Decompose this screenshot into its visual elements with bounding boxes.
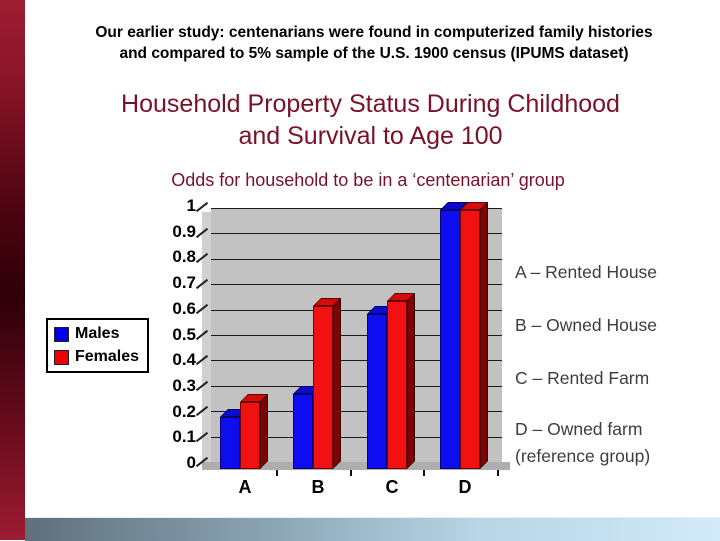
category-key-line: B – Owned House <box>515 315 658 335</box>
bar-top-males-C <box>367 306 395 314</box>
bar-side-males-C <box>387 306 395 469</box>
y-axis-tick <box>195 201 209 213</box>
page-title: Household Property Status During Childho… <box>28 88 713 152</box>
bar-females-C <box>387 301 407 469</box>
gridline-1 <box>211 208 502 209</box>
y-axis-label: 0.3 <box>172 376 196 395</box>
gridline-0.3 <box>211 386 502 387</box>
slide-header-line2: and compared to 5% sample of the U.S. 19… <box>119 45 629 62</box>
bottom-accent-bar <box>25 517 720 541</box>
plot-side-wall <box>202 212 211 470</box>
x-axis-tick <box>497 470 499 476</box>
x-axis-label-C: C <box>385 477 399 497</box>
bar-side-females-A <box>260 394 268 469</box>
x-axis-tick <box>276 470 278 476</box>
gridline-0.5 <box>211 335 502 336</box>
category-key-item-2: B – Owned House <box>515 312 715 339</box>
page-title-line2: and Survival to Age 100 <box>238 122 503 150</box>
y-axis-tick <box>195 431 209 443</box>
legend-item-males: Males <box>54 325 141 343</box>
y-axis-tick <box>195 329 209 341</box>
legend-swatch-males <box>54 326 69 342</box>
bar-side-females-C <box>407 293 415 469</box>
bar-top-males-A <box>220 409 248 417</box>
y-axis-tick <box>195 354 209 366</box>
gridline-0.8 <box>211 259 502 260</box>
y-axis-tick <box>195 278 209 290</box>
left-accent-bar <box>0 0 25 540</box>
gridline-0.9 <box>211 233 502 234</box>
y-axis-label: 0.1 <box>172 427 196 446</box>
gridline-0.2 <box>211 411 502 412</box>
plot-floor <box>202 462 510 470</box>
x-axis-tick <box>423 470 425 476</box>
y-axis-tick <box>195 303 209 315</box>
category-key-item-4: D – Owned farm (reference group) <box>515 416 715 470</box>
bar-females-B <box>313 306 333 469</box>
chart-legend: Males Females <box>46 318 149 373</box>
y-axis-label: 0.4 <box>172 350 196 369</box>
y-axis-tick <box>195 405 209 417</box>
gridline-0.7 <box>211 284 502 285</box>
bar-side-females-B <box>333 298 341 469</box>
bar-top-males-B <box>293 386 321 394</box>
page-title-line1: Household Property Status During Childho… <box>121 90 620 118</box>
x-axis-label-B: B <box>311 477 325 497</box>
bar-side-males-A <box>240 409 248 469</box>
legend-label: Males <box>75 325 120 342</box>
slide-header: Our earlier study: centenarians were fou… <box>34 22 714 64</box>
y-axis-tick <box>195 227 209 239</box>
bar-top-females-A <box>240 394 268 402</box>
y-axis-label: 0.6 <box>172 299 196 318</box>
category-key-line: D – Owned farm <box>515 419 643 439</box>
bar-males-A <box>220 417 240 469</box>
category-key-line: A – Rented House <box>515 262 658 282</box>
chart-title: Odds for household to be in a ‘centenari… <box>171 170 565 190</box>
y-axis-tick <box>195 252 209 264</box>
category-key-item-1: A – Rented House <box>515 259 715 286</box>
y-axis-tick <box>195 456 209 468</box>
bar-females-D <box>460 210 480 469</box>
bar-side-males-D <box>460 202 468 469</box>
y-axis-label: 0.8 <box>172 247 196 266</box>
y-axis-label: 0.9 <box>172 222 196 241</box>
bar-top-females-C <box>387 293 415 301</box>
category-key-line: C – Rented Farm <box>515 368 650 388</box>
x-axis-label-A: A <box>238 477 252 497</box>
bar-top-females-B <box>313 298 341 306</box>
gridline-0.6 <box>211 310 502 311</box>
bar-top-males-D <box>440 202 468 210</box>
slide-header-line1: Our earlier study: centenarians were fou… <box>95 24 653 41</box>
category-key-item-3: C – Rented Farm <box>515 365 715 392</box>
y-axis-tick <box>195 380 209 392</box>
bar-males-B <box>293 394 313 469</box>
x-axis-tick <box>350 470 352 476</box>
bar-males-C <box>367 314 387 469</box>
legend-item-females: Females <box>54 348 141 366</box>
y-axis-label: 0.2 <box>172 402 196 421</box>
bar-side-females-D <box>480 202 488 469</box>
bar-top-females-D <box>460 202 488 210</box>
gridline-0.1 <box>211 437 502 438</box>
y-axis-label: 0.5 <box>172 325 196 344</box>
bar-females-A <box>240 402 260 469</box>
legend-label: Females <box>75 348 140 365</box>
gridline-0.4 <box>211 360 502 361</box>
category-key-line: (reference group) <box>515 446 651 466</box>
y-axis-label: 0 <box>186 453 196 472</box>
plot-area <box>211 208 502 462</box>
bar-side-males-B <box>313 386 321 469</box>
bar-males-D <box>440 210 460 469</box>
x-axis-label-D: D <box>458 477 472 497</box>
legend-swatch-females <box>54 349 69 365</box>
y-axis-label: 1 <box>186 196 196 215</box>
y-axis-label: 0.7 <box>172 273 196 292</box>
